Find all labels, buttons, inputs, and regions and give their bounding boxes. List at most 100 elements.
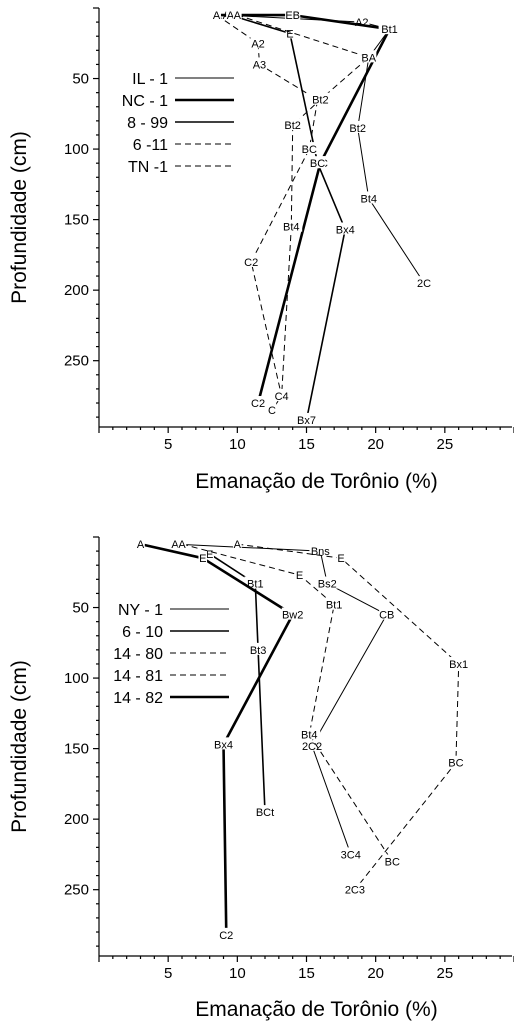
series-line-1 (175, 543, 388, 855)
point-label-bg (233, 537, 242, 550)
series-line-2 (216, 13, 391, 404)
point-label: BA (361, 52, 376, 64)
x-tick-label: 20 (367, 965, 384, 982)
y-axis-title: Profundidade (cm) (8, 660, 31, 833)
point-label-bg (250, 36, 266, 49)
y-tick-label: 50 (72, 600, 89, 617)
point-label-bg (301, 142, 317, 155)
point-label-bg (280, 219, 303, 232)
point-label-bg (244, 576, 267, 589)
point-label-bg (295, 412, 318, 425)
x-tick-label: 15 (298, 965, 315, 982)
point-label: C2 (244, 257, 258, 269)
legend-label: 6 -11 (133, 137, 168, 154)
point-label: E (199, 553, 206, 565)
legend-label: 8 - 99 (127, 115, 168, 132)
point-label: BCt (256, 807, 274, 819)
point-label-bg (281, 118, 304, 131)
point-label: Bt2 (284, 120, 301, 132)
point-label-bg (233, 8, 242, 21)
legend-label: NY - 1 (118, 602, 163, 619)
point-label: Bs2 (318, 579, 337, 591)
point-label: Bt4 (360, 193, 377, 205)
point-label: A (213, 10, 221, 22)
x-tick-label: 20 (367, 436, 384, 453)
point-label-bg (247, 642, 269, 655)
point-label-bg (334, 222, 357, 235)
point-label-bg (378, 22, 401, 35)
point-label-bg (254, 805, 276, 818)
point-label-bg (344, 882, 366, 895)
series-line-4 (237, 543, 460, 891)
chart-2: 5 10 15 20 25 50 100 150 200 250 Emanação de Torôn… (8, 536, 514, 1021)
y-tick-label: 250 (64, 882, 89, 899)
point-label-bg (205, 546, 214, 559)
point-label-bg (339, 847, 362, 860)
y-tick-label: 200 (64, 811, 89, 828)
y-tick-label: 200 (64, 282, 89, 299)
point-label-bg (250, 396, 266, 409)
point-label-bg (218, 927, 234, 940)
point-label: C (268, 405, 276, 417)
y-tick-label: 150 (64, 212, 89, 229)
point-label-bg (136, 537, 145, 550)
point-label-bg (226, 8, 235, 21)
x-tick-label: 10 (229, 965, 246, 982)
x-tick-label: 5 (164, 965, 172, 982)
y-tick-label: 250 (64, 353, 89, 370)
point-label: E (296, 570, 303, 582)
y-axis-title: Profundidade (cm) (8, 131, 31, 304)
point-label: BC (385, 856, 400, 868)
legend-label: 6 - 10 (122, 624, 163, 641)
point-label-bg (267, 403, 277, 416)
point-label-bg (243, 254, 259, 267)
point-label: Bns (311, 546, 330, 558)
legend-label: 14 - 81 (113, 668, 163, 685)
point-label: C4 (275, 391, 289, 403)
point-label: BC (310, 158, 325, 170)
point-label-bg (323, 597, 346, 610)
point-label-bg (447, 656, 470, 669)
point-label: Bt4 (283, 222, 300, 234)
point-label-bg (198, 551, 208, 564)
point-label-bg (346, 120, 369, 133)
legend-label: TN -1 (128, 159, 168, 176)
point-label: Bw2 (282, 610, 303, 622)
point-label: A (234, 539, 242, 551)
series-line-4 (216, 14, 319, 411)
legend-label: 14 - 82 (113, 690, 163, 707)
point-label: E (206, 549, 213, 561)
series-line-3 (181, 543, 393, 862)
point-label-bg (274, 388, 290, 401)
point-label: Bt3 (250, 645, 267, 657)
point-label-bg (379, 607, 395, 620)
series-line-1 (226, 14, 425, 284)
point-label-bg (357, 191, 380, 204)
point-label-bg (336, 551, 346, 564)
x-tick-label: 10 (229, 436, 246, 453)
point-label-bg (416, 276, 432, 289)
point-label-bg (316, 576, 339, 589)
point-label-bg (212, 737, 235, 750)
x-axis-title: Emanação de Torônio (%) (195, 998, 437, 1021)
point-label: Bx4 (214, 739, 233, 751)
point-label: BC (302, 144, 317, 156)
point-label: EB (285, 10, 300, 22)
point-label-bg (170, 537, 180, 550)
legend-label: IL - 1 (132, 71, 168, 88)
legend-label: NC - 1 (122, 93, 168, 110)
point-label: A (234, 10, 242, 22)
x-axis-title: Emanação de Torônio (%) (195, 470, 437, 493)
point-label-bg (281, 607, 304, 620)
point-label: 2C (417, 278, 431, 290)
point-label-bg (177, 537, 187, 550)
point-label: Bt4 (301, 730, 318, 742)
point-label: BC (448, 758, 463, 770)
point-label: A (178, 539, 186, 551)
point-label: Bx4 (336, 224, 355, 236)
point-label: Bx1 (449, 659, 468, 671)
x-tick-label: 25 (436, 965, 453, 982)
point-label: E (337, 553, 344, 565)
point-label: CB (379, 610, 394, 622)
